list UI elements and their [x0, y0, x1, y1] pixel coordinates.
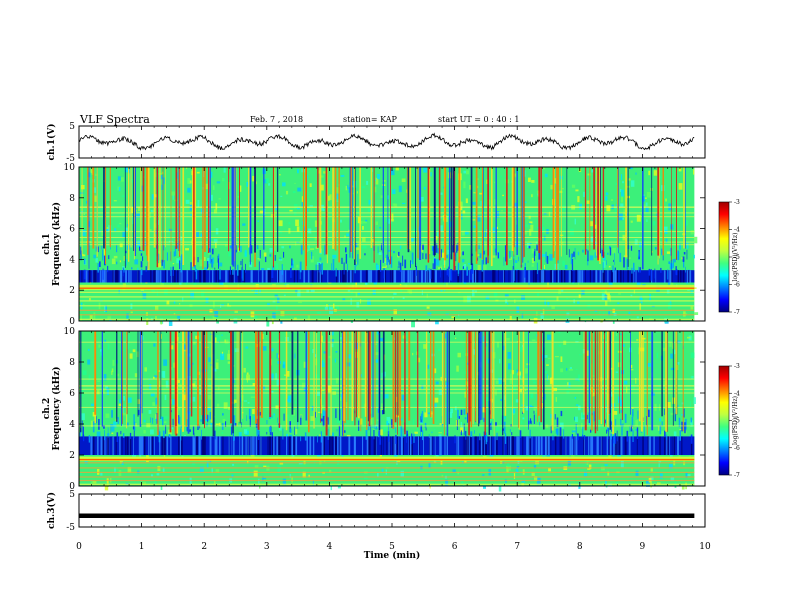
- xtick-label: 3: [264, 542, 270, 552]
- xtick-label: 6: [452, 542, 458, 552]
- ch1-waveform: [78, 132, 695, 151]
- xtick-label: 1: [139, 542, 145, 552]
- ch1-spec-ytick-label: 0: [69, 317, 75, 327]
- ch1-colorbar[interactable]: -3 -4 -5 -6 -7 log(PSD)(V²/Hz): [718, 199, 740, 316]
- ch1-spec-ytick-label: 4: [69, 255, 75, 265]
- colorbar-label: log(PSD)(V²/Hz): [732, 396, 739, 445]
- colorbar-tick-label: -6: [734, 282, 740, 289]
- ch3-frame: [78, 493, 706, 528]
- ch3-waveform: [79, 513, 695, 518]
- station-label: station= KAP: [343, 115, 398, 124]
- ch1-ylabel: ch.1(V): [46, 124, 57, 161]
- ch1-spec-ylabel: Frequency (kHz): [51, 202, 62, 286]
- figure-title: VLF Spectra: [79, 113, 150, 126]
- ch2-spec-ytick-label: 8: [69, 358, 75, 368]
- ch3-trace: [79, 513, 695, 518]
- ch3-ytick-label: 5: [69, 490, 75, 500]
- ch2-spec-ytick-label: 10: [64, 327, 76, 337]
- ch1-ytick-label: -5: [66, 154, 75, 164]
- colorbar-ramp: [718, 201, 730, 313]
- ch1-spec-ytick-label: 8: [69, 194, 75, 204]
- colorbar-tick-label: -6: [734, 445, 740, 452]
- time-axis: 0 1 2 3 4 5 6 7 8 9 10 Time (min): [76, 542, 711, 561]
- xaxis-label: Time (min): [364, 550, 421, 561]
- xtick-label: 5: [389, 542, 395, 552]
- xtick-label: 7: [514, 542, 520, 552]
- ch2-spec-ytick-label: 6: [69, 389, 75, 399]
- ch1-spectrogram: [79, 167, 705, 328]
- xtick-label: 10: [699, 542, 711, 552]
- ch2-spec-ylabel: ch.2: [42, 398, 52, 419]
- colorbar-tick-label: -4: [734, 390, 740, 397]
- xtick-label: 8: [577, 542, 583, 552]
- xtick-label: 0: [76, 542, 82, 552]
- colorbar-tick-label: -5: [734, 254, 740, 261]
- colorbar-tick-label: -3: [734, 363, 740, 370]
- colorbar-tick-label: -7: [734, 472, 740, 479]
- date-label: Feb. 7 , 2018: [250, 115, 303, 124]
- ch2-spec-ytick-label: 0: [69, 482, 75, 492]
- ch1-ytick-label: 5: [69, 122, 75, 132]
- start-time-label: start UT = 0 : 40 : 1: [438, 115, 519, 124]
- colorbar-tick-label: -5: [734, 418, 740, 425]
- ch1-spec-ytick-label: 6: [69, 225, 75, 235]
- ch2-spectrogram: [79, 331, 705, 492]
- colorbar-tick-label: -4: [734, 227, 740, 234]
- ch2-spec-ytick-label: 4: [69, 420, 75, 430]
- colorbar-label: log(PSD)(V²/Hz): [732, 233, 739, 282]
- ch1-spec-ytick-label: 2: [69, 286, 75, 296]
- ch2-spec-ylabel: Frequency (kHz): [51, 366, 62, 450]
- ch2-colorbar[interactable]: -3 -4 -5 -6 -7 log(PSD)(V²/Hz): [718, 363, 740, 479]
- xtick-label: 4: [327, 542, 333, 552]
- ch2-spec-ytick-label: 2: [69, 451, 75, 461]
- ch1-spec-ytick-label: 10: [64, 163, 76, 173]
- ch1-trace: [78, 132, 695, 151]
- spectrogram-base: [79, 167, 695, 321]
- colorbar-ramp: [718, 365, 730, 476]
- xtick-label: 2: [201, 542, 207, 552]
- ch3-ylabel: ch.3(V): [46, 492, 57, 529]
- ch1-spec-ylabel: ch.1: [42, 233, 52, 254]
- xtick-label: 9: [640, 542, 646, 552]
- colorbar-tick-label: -7: [734, 309, 740, 316]
- ch3-ytick-label: -5: [66, 523, 75, 533]
- colorbar-tick-label: -3: [734, 199, 740, 206]
